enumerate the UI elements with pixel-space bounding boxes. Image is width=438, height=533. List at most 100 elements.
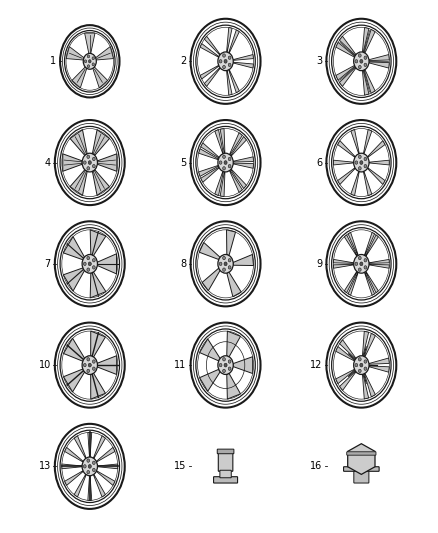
Circle shape — [364, 63, 367, 67]
Polygon shape — [215, 130, 223, 154]
Text: 1: 1 — [50, 56, 57, 66]
Circle shape — [228, 259, 231, 262]
Polygon shape — [348, 232, 358, 255]
Text: 2: 2 — [180, 56, 187, 66]
Circle shape — [355, 60, 358, 63]
Polygon shape — [92, 169, 110, 196]
Polygon shape — [97, 356, 117, 375]
FancyBboxPatch shape — [217, 449, 234, 454]
Circle shape — [223, 369, 226, 373]
Circle shape — [355, 161, 358, 164]
Polygon shape — [201, 143, 219, 158]
Polygon shape — [200, 339, 220, 361]
Polygon shape — [66, 46, 84, 60]
Polygon shape — [348, 443, 375, 474]
Polygon shape — [338, 141, 355, 157]
Polygon shape — [339, 36, 356, 55]
Polygon shape — [65, 447, 83, 462]
Text: 5: 5 — [180, 158, 187, 167]
Polygon shape — [366, 235, 378, 256]
Circle shape — [223, 167, 226, 170]
Polygon shape — [96, 471, 115, 486]
Circle shape — [82, 254, 98, 273]
Polygon shape — [229, 30, 239, 53]
Polygon shape — [230, 170, 242, 192]
Polygon shape — [344, 235, 357, 256]
Circle shape — [219, 161, 222, 164]
Circle shape — [224, 262, 227, 266]
Polygon shape — [91, 373, 106, 399]
Circle shape — [223, 66, 226, 69]
Circle shape — [87, 358, 90, 361]
Polygon shape — [364, 272, 374, 295]
Polygon shape — [344, 271, 357, 293]
Polygon shape — [88, 432, 92, 457]
Polygon shape — [369, 62, 389, 68]
Circle shape — [92, 461, 95, 464]
FancyBboxPatch shape — [347, 452, 376, 455]
Polygon shape — [338, 168, 355, 184]
Circle shape — [223, 54, 226, 57]
Polygon shape — [88, 476, 92, 500]
Circle shape — [364, 56, 367, 59]
Text: 6: 6 — [316, 158, 322, 167]
Polygon shape — [230, 133, 242, 155]
Circle shape — [360, 160, 363, 165]
Circle shape — [353, 356, 369, 375]
Polygon shape — [63, 154, 82, 171]
Polygon shape — [93, 436, 106, 458]
Circle shape — [353, 153, 369, 172]
Polygon shape — [233, 62, 254, 68]
Polygon shape — [364, 232, 374, 255]
Polygon shape — [233, 157, 254, 162]
Polygon shape — [339, 67, 356, 86]
Circle shape — [358, 369, 361, 373]
Circle shape — [87, 256, 90, 260]
Polygon shape — [363, 374, 369, 399]
Circle shape — [87, 155, 90, 158]
Polygon shape — [205, 36, 220, 55]
Circle shape — [228, 360, 231, 363]
Polygon shape — [369, 54, 389, 61]
Polygon shape — [70, 169, 87, 196]
Circle shape — [92, 63, 95, 66]
Circle shape — [92, 165, 95, 168]
Polygon shape — [64, 338, 85, 361]
Circle shape — [88, 60, 91, 63]
Circle shape — [82, 153, 98, 172]
Polygon shape — [74, 436, 86, 458]
Circle shape — [88, 262, 92, 266]
Circle shape — [218, 356, 233, 375]
Circle shape — [228, 266, 231, 269]
Polygon shape — [369, 260, 389, 263]
Polygon shape — [93, 474, 106, 497]
Polygon shape — [231, 136, 247, 156]
Circle shape — [92, 57, 95, 60]
Circle shape — [353, 52, 369, 71]
Circle shape — [228, 63, 231, 67]
Polygon shape — [333, 260, 354, 263]
Circle shape — [87, 369, 90, 373]
Polygon shape — [215, 171, 223, 196]
Circle shape — [223, 358, 226, 361]
Polygon shape — [364, 29, 375, 53]
Circle shape — [223, 155, 226, 158]
Polygon shape — [339, 340, 356, 359]
Polygon shape — [336, 346, 355, 361]
Polygon shape — [64, 268, 85, 291]
Polygon shape — [64, 237, 85, 260]
Text: 4: 4 — [45, 158, 51, 167]
Text: 7: 7 — [45, 259, 51, 269]
Polygon shape — [333, 160, 353, 165]
Polygon shape — [227, 374, 240, 399]
Circle shape — [360, 363, 363, 367]
Circle shape — [83, 262, 86, 265]
Circle shape — [228, 56, 231, 59]
Circle shape — [360, 262, 363, 266]
Polygon shape — [233, 357, 253, 374]
Polygon shape — [364, 130, 372, 154]
Circle shape — [223, 256, 226, 260]
Polygon shape — [351, 171, 359, 196]
Polygon shape — [369, 160, 389, 165]
Polygon shape — [205, 68, 220, 86]
